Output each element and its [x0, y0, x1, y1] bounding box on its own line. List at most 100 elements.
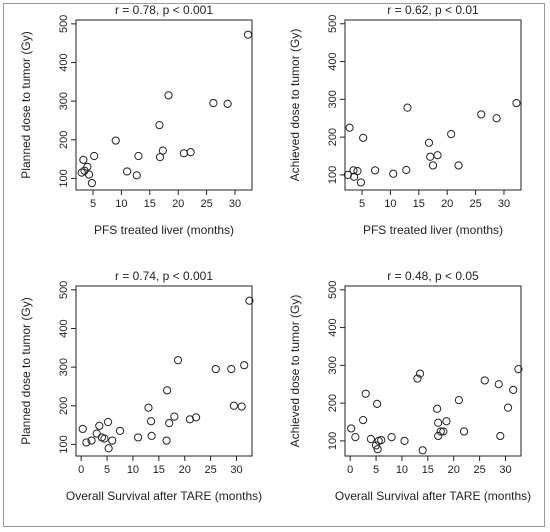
- data-point: [78, 424, 87, 434]
- x-tick-label: 20: [448, 464, 460, 476]
- data-point: [370, 166, 380, 175]
- y-tick-label: 100: [58, 435, 70, 453]
- x-axis-label: PFS treated liver (months): [363, 223, 503, 237]
- y-tick-label: 200: [327, 394, 339, 412]
- x-tick-label: 20: [172, 198, 184, 210]
- data-point: [165, 419, 174, 428]
- x-axis-label: Overall Survival after TARE (months): [335, 489, 531, 503]
- data-point: [454, 395, 463, 405]
- x-tick-label: 5: [104, 464, 110, 476]
- data-point: [147, 431, 156, 441]
- chart-title: r = 0.74, p < 0.001: [115, 269, 213, 283]
- y-tick-label: 500: [327, 15, 339, 33]
- data-point: [359, 416, 368, 425]
- x-tick-label: 30: [229, 198, 241, 210]
- data-point: [146, 417, 156, 426]
- x-tick-label: 25: [473, 464, 485, 476]
- y-tick-label: 300: [327, 90, 339, 108]
- data-point: [158, 146, 167, 155]
- data-point: [343, 170, 352, 179]
- data-point: [415, 369, 425, 378]
- data-point: [434, 431, 443, 441]
- data-point: [155, 153, 165, 162]
- data-point: [84, 170, 94, 179]
- data-point: [509, 385, 518, 394]
- data-point: [402, 165, 411, 175]
- data-point: [179, 149, 188, 158]
- y-tick-label: 500: [327, 281, 339, 299]
- y-axis-label: Achieved dose to tumor (Gy): [288, 295, 302, 448]
- data-point: [413, 374, 422, 383]
- data-point: [503, 403, 513, 412]
- x-tick-label: 15: [144, 198, 156, 210]
- plot-frame: [344, 19, 522, 191]
- data-point: [229, 401, 238, 410]
- y-axis-label: Achieved dose to tumor (Gy): [288, 29, 302, 182]
- data-point: [426, 152, 435, 161]
- data-point: [492, 114, 501, 123]
- data-point: [439, 427, 448, 436]
- data-point: [359, 133, 368, 142]
- data-point: [243, 30, 253, 39]
- y-tick-label: 400: [58, 53, 70, 71]
- x-tick-label: 10: [396, 464, 408, 476]
- data-point: [82, 438, 91, 447]
- data-point: [454, 161, 463, 170]
- y-tick-label: 400: [58, 319, 70, 337]
- data-point: [494, 380, 503, 389]
- x-axis-label: PFS treated liver (months): [94, 223, 234, 237]
- y-tick-label: 200: [58, 131, 70, 149]
- data-point: [403, 103, 412, 112]
- y-tick-label: 300: [58, 92, 70, 110]
- x-tick-label: 30: [498, 198, 510, 210]
- data-point: [349, 166, 358, 175]
- data-point: [108, 436, 117, 445]
- data-point: [122, 167, 132, 176]
- y-tick-label: 100: [327, 432, 339, 450]
- data-point: [92, 429, 101, 438]
- x-tick-label: 10: [384, 198, 396, 210]
- data-point: [433, 151, 442, 160]
- x-tick-label: 0: [78, 464, 84, 476]
- data-point: [209, 98, 218, 108]
- data-point: [377, 436, 386, 445]
- data-point: [186, 148, 195, 157]
- x-tick-label: 20: [441, 198, 453, 210]
- y-tick-label: 500: [58, 281, 70, 299]
- data-point: [103, 417, 113, 427]
- data-point: [400, 436, 409, 445]
- data-point: [100, 434, 109, 443]
- figure-frame: [3, 3, 545, 527]
- data-point: [434, 418, 443, 427]
- data-point: [353, 167, 362, 176]
- data-point: [496, 431, 505, 441]
- data-point: [87, 436, 96, 445]
- data-point: [480, 376, 489, 385]
- data-point: [442, 417, 451, 426]
- data-point: [164, 91, 173, 100]
- x-tick-label: 25: [469, 198, 481, 210]
- plot-frame: [75, 19, 253, 191]
- y-tick-label: 300: [58, 358, 70, 376]
- data-point: [512, 99, 521, 108]
- data-point: [477, 110, 486, 119]
- data-point: [95, 421, 104, 430]
- data-point: [459, 427, 469, 436]
- y-tick-label: 500: [58, 15, 70, 33]
- data-point: [387, 433, 396, 442]
- data-point: [428, 161, 438, 170]
- y-tick-label: 100: [327, 166, 339, 184]
- x-axis-label: Overall Survival after TARE (months): [66, 489, 262, 503]
- scatter-panel-4: r = 0.48, p < 0.05 0 5 10 15 20 25 30 100 200 300 4…: [288, 269, 531, 503]
- data-point: [87, 178, 96, 188]
- data-point: [173, 356, 183, 365]
- data-point: [185, 415, 194, 424]
- data-point: [351, 433, 360, 442]
- data-point: [240, 361, 249, 370]
- plot-frame: [75, 285, 253, 457]
- y-axis-label: Planned dose to tumor (Gy): [19, 31, 33, 178]
- data-point: [162, 436, 171, 445]
- y-tick-label: 400: [327, 318, 339, 336]
- chart-title: r = 0.62, p < 0.01: [387, 3, 479, 17]
- x-tick-label: 5: [359, 198, 365, 210]
